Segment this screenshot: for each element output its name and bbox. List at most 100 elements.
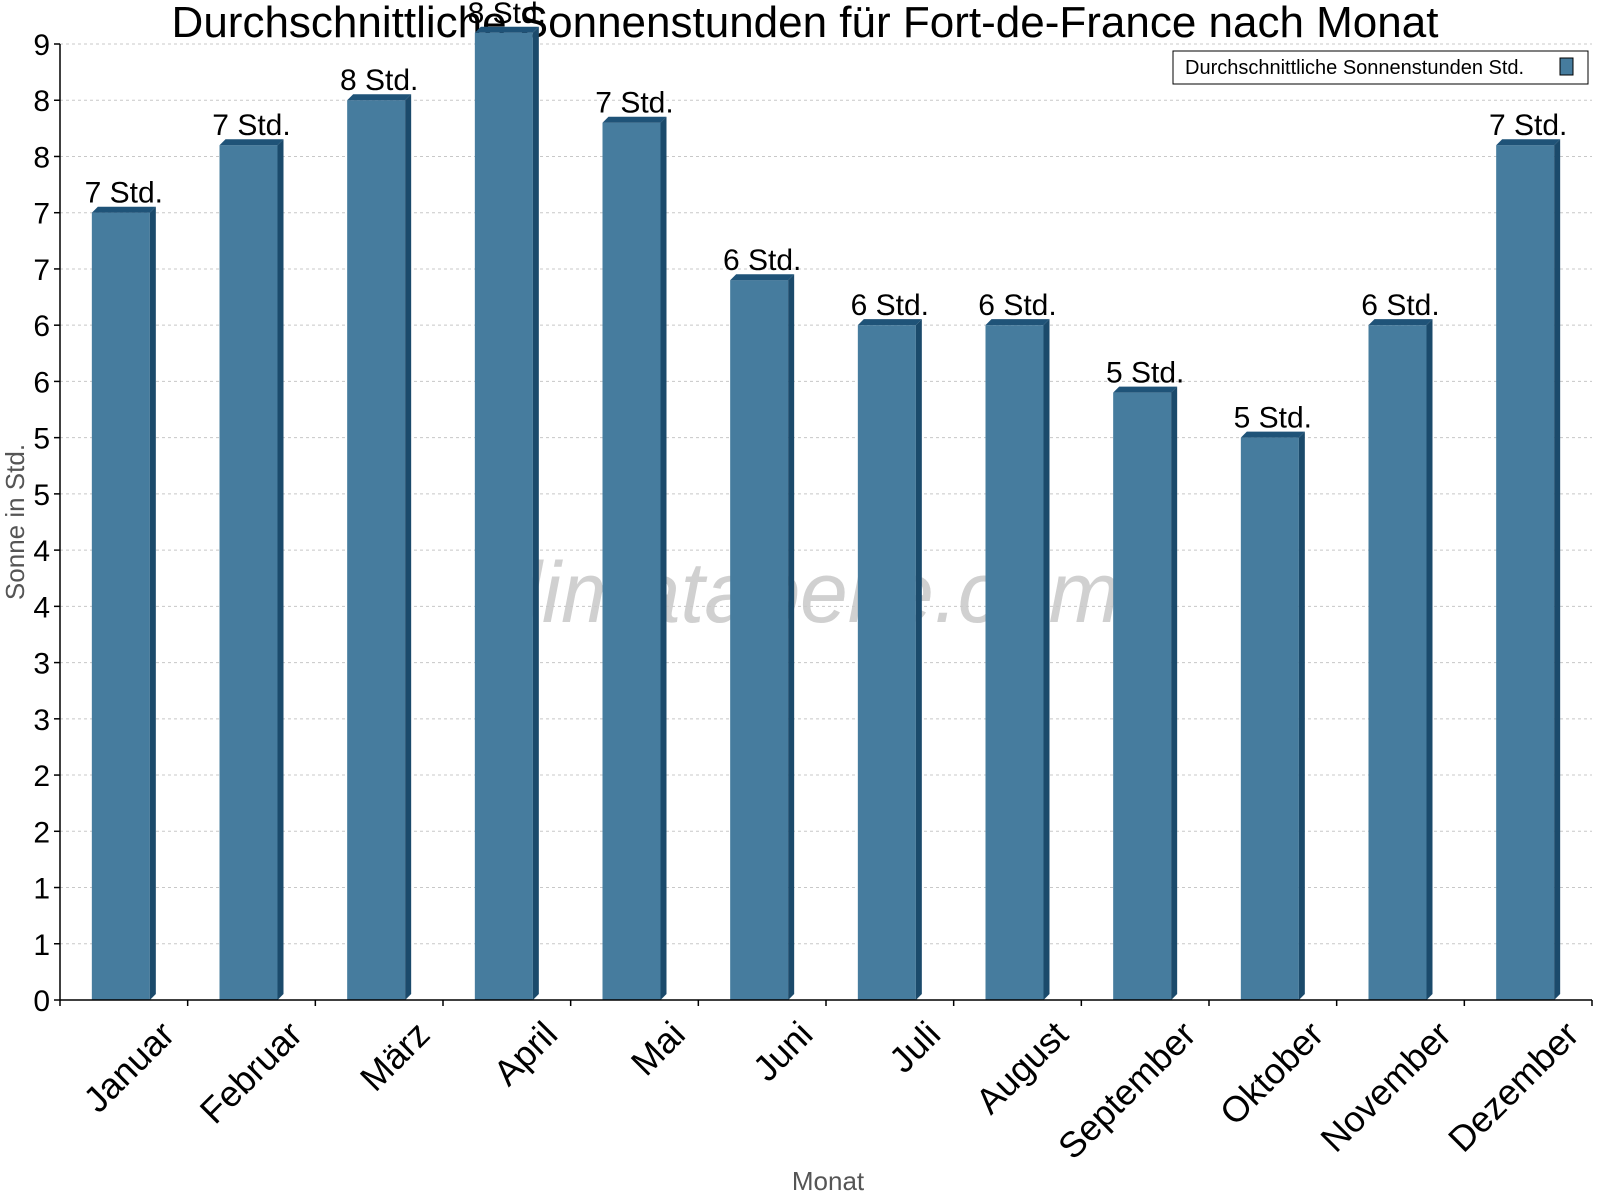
bar-side bbox=[149, 206, 156, 1001]
bar-februar bbox=[219, 139, 284, 1001]
bar-front bbox=[985, 325, 1044, 1000]
bar-front bbox=[347, 100, 406, 1000]
y-tick-label: 6 bbox=[33, 366, 50, 399]
data-label: 7 Std. bbox=[1489, 109, 1567, 142]
bar-front bbox=[219, 145, 278, 1001]
x-tick-label: August bbox=[968, 1013, 1076, 1121]
bar-top bbox=[219, 139, 284, 146]
bar-top bbox=[1240, 431, 1305, 438]
bar-dezember bbox=[1496, 139, 1561, 1001]
bar-front bbox=[857, 325, 916, 1000]
data-label: 7 Std. bbox=[595, 87, 673, 120]
x-tick-label: Juni bbox=[745, 1013, 821, 1089]
bar-front bbox=[1113, 392, 1172, 1000]
y-tick-label: 4 bbox=[33, 535, 50, 568]
bar-side bbox=[788, 274, 795, 1000]
x-tick-label: November bbox=[1312, 1013, 1458, 1159]
bar-november bbox=[1368, 319, 1433, 1000]
bar-top bbox=[91, 206, 156, 213]
y-tick-label: 4 bbox=[33, 591, 50, 624]
data-label: 6 Std. bbox=[851, 289, 929, 322]
y-tick-label: 6 bbox=[33, 310, 50, 343]
x-tick-label: Juli bbox=[881, 1013, 948, 1080]
y-tick-label: 1 bbox=[33, 929, 50, 962]
legend-label: Durchschnittliche Sonnenstunden Std. bbox=[1185, 57, 1524, 79]
y-tick-label: 8 bbox=[33, 85, 50, 118]
bar-september bbox=[1113, 386, 1178, 1000]
data-label: 5 Std. bbox=[1234, 402, 1312, 435]
y-axis-ticks: 0 1 1 2 2 3 3 4 4 5 5 6 6 7 7 8 8 9 bbox=[33, 29, 60, 1018]
legend-swatch bbox=[1559, 57, 1574, 76]
bar-front bbox=[1240, 437, 1299, 1000]
bar-front bbox=[602, 122, 661, 1000]
bar-märz bbox=[347, 94, 412, 1000]
bar-side bbox=[277, 139, 284, 1001]
bar-side bbox=[1298, 431, 1305, 1000]
bar-front bbox=[1368, 325, 1427, 1000]
bar-side bbox=[1043, 319, 1050, 1000]
bar-side bbox=[1426, 319, 1433, 1000]
bar-front bbox=[730, 280, 789, 1000]
data-label: 6 Std. bbox=[978, 289, 1056, 322]
bar-top bbox=[1496, 139, 1561, 146]
y-tick-label: 7 bbox=[33, 254, 50, 287]
y-tick-label: 8 bbox=[33, 141, 50, 174]
bar-top bbox=[1113, 386, 1178, 393]
y-tick-label: 3 bbox=[33, 648, 50, 681]
y-tick-label: 7 bbox=[33, 198, 50, 231]
bars bbox=[91, 26, 1561, 1001]
bar-top bbox=[1368, 319, 1433, 326]
x-tick-label: März bbox=[352, 1013, 438, 1099]
bar-juli bbox=[857, 319, 922, 1000]
x-tick-label: Dezember bbox=[1440, 1013, 1586, 1159]
y-tick-label: 5 bbox=[33, 423, 50, 456]
y-tick-label: 2 bbox=[33, 816, 50, 849]
y-tick-label: 9 bbox=[33, 29, 50, 62]
data-label: 8 Std. bbox=[340, 64, 418, 97]
bar-side bbox=[915, 319, 922, 1000]
y-tick-label: 2 bbox=[33, 760, 50, 793]
data-label: 7 Std. bbox=[212, 109, 290, 142]
data-label: 7 Std. bbox=[85, 177, 163, 210]
legend: Durchschnittliche Sonnenstunden Std. bbox=[1172, 50, 1589, 85]
bar-side bbox=[405, 94, 412, 1000]
bar-januar bbox=[91, 206, 156, 1001]
x-tick-label: September bbox=[1050, 1013, 1204, 1167]
y-tick-label: 5 bbox=[33, 479, 50, 512]
x-tick-label: Januar bbox=[75, 1013, 182, 1120]
bar-mai bbox=[602, 116, 667, 1000]
x-tick-label: Februar bbox=[192, 1013, 310, 1131]
bar-august bbox=[985, 319, 1050, 1000]
bar-front bbox=[91, 212, 150, 1001]
bar-side bbox=[1171, 386, 1178, 1000]
chart-title: Durchschnittliche Sonnenstunden für Fort… bbox=[172, 0, 1439, 47]
legend-box bbox=[1172, 50, 1589, 85]
y-tick-label: 3 bbox=[33, 704, 50, 737]
axes bbox=[59, 44, 1592, 1001]
bar-top bbox=[730, 274, 795, 281]
bar-oktober bbox=[1240, 431, 1305, 1000]
x-tick-label: Oktober bbox=[1212, 1013, 1332, 1133]
grid-lines bbox=[60, 43, 1592, 945]
bar-side bbox=[660, 116, 667, 1000]
data-label: 5 Std. bbox=[1106, 357, 1184, 390]
y-tick-label: 0 bbox=[33, 985, 50, 1018]
bar-side bbox=[1554, 139, 1561, 1001]
bar-top bbox=[474, 26, 539, 33]
x-axis-label: Monat bbox=[792, 1166, 865, 1196]
bar-april bbox=[474, 26, 539, 1001]
bar-top bbox=[347, 94, 412, 101]
data-label: 6 Std. bbox=[723, 244, 801, 277]
data-labels: 7 Std. 7 Std. 8 Std. 8 Std. 7 Std. 6 Std. 6 St… bbox=[85, 0, 1568, 435]
bar-top bbox=[857, 319, 922, 326]
data-label: 8 Std. bbox=[468, 0, 546, 30]
y-tick-label: 1 bbox=[33, 873, 50, 906]
y-axis-label: Sonne in Std. bbox=[0, 444, 30, 600]
bar-front bbox=[474, 32, 533, 1001]
bar-juni bbox=[730, 274, 795, 1000]
bar-top bbox=[602, 116, 667, 123]
x-tick-label: Mai bbox=[623, 1013, 693, 1083]
bar-front bbox=[1496, 145, 1555, 1001]
bar-side bbox=[532, 26, 539, 1001]
